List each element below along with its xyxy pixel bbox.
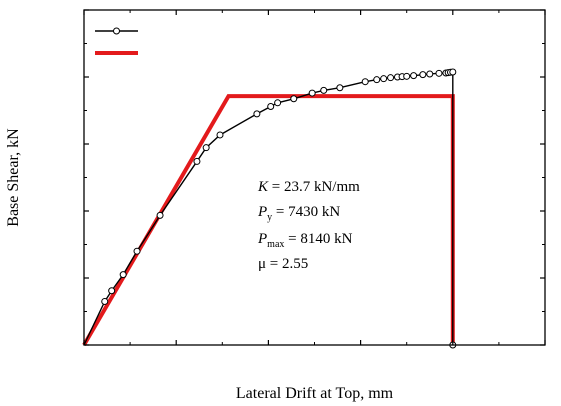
annotation-symbol: P [257,231,267,247]
fea-point [361,78,369,86]
axis-layer [83,9,546,346]
fea-point [290,95,298,103]
annotation-subscript: max [267,239,284,250]
annotation-line-2: Py = 7430 kN [257,204,340,223]
fea-point [426,70,434,78]
fea-point [380,75,388,83]
annotation-line-1: K = 23.7 kN/mm [257,179,360,195]
fea-point [308,89,316,97]
annotation-subscript: y [267,212,272,223]
annotation-symbol: P [257,204,267,220]
fea-point [449,68,457,76]
fea-point [267,102,275,110]
fea-point [108,287,116,295]
fea-point [403,72,411,80]
fea-point [253,110,261,118]
plot-frame [83,9,546,346]
fea-point [216,131,224,139]
fea-point [119,271,127,279]
fea-point [387,74,395,82]
fea-point [274,99,282,107]
plot-layer [82,68,457,349]
fea-point [193,157,201,165]
annotation-line-3: Pmax = 8140 kN [257,231,353,250]
annotation-value: = 8140 kN [284,231,352,247]
fea-point [101,297,109,305]
fea-point [419,71,427,79]
annotation-symbol: K [257,179,269,195]
fea-point [435,69,443,77]
fea-point [373,76,381,84]
y-axis-title: Base Shear, kN [5,128,22,227]
fea-point [410,72,418,80]
annotation-line-4: μ = 2.55 [258,256,308,272]
fea-point [336,84,344,92]
legend-fea-marker [113,27,120,35]
fea-point [202,144,210,152]
series-fea-line [83,71,454,346]
annotation-value: = 7430 kN [272,204,340,220]
fea-point [133,247,141,255]
annotation-value: = 23.7 kN/mm [268,179,360,195]
annotation-value: μ = 2.55 [258,256,308,272]
x-axis-title: Lateral Drift at Top, mm [236,385,394,402]
legend [95,27,138,55]
fea-point [156,211,164,219]
fea-point [320,86,328,94]
